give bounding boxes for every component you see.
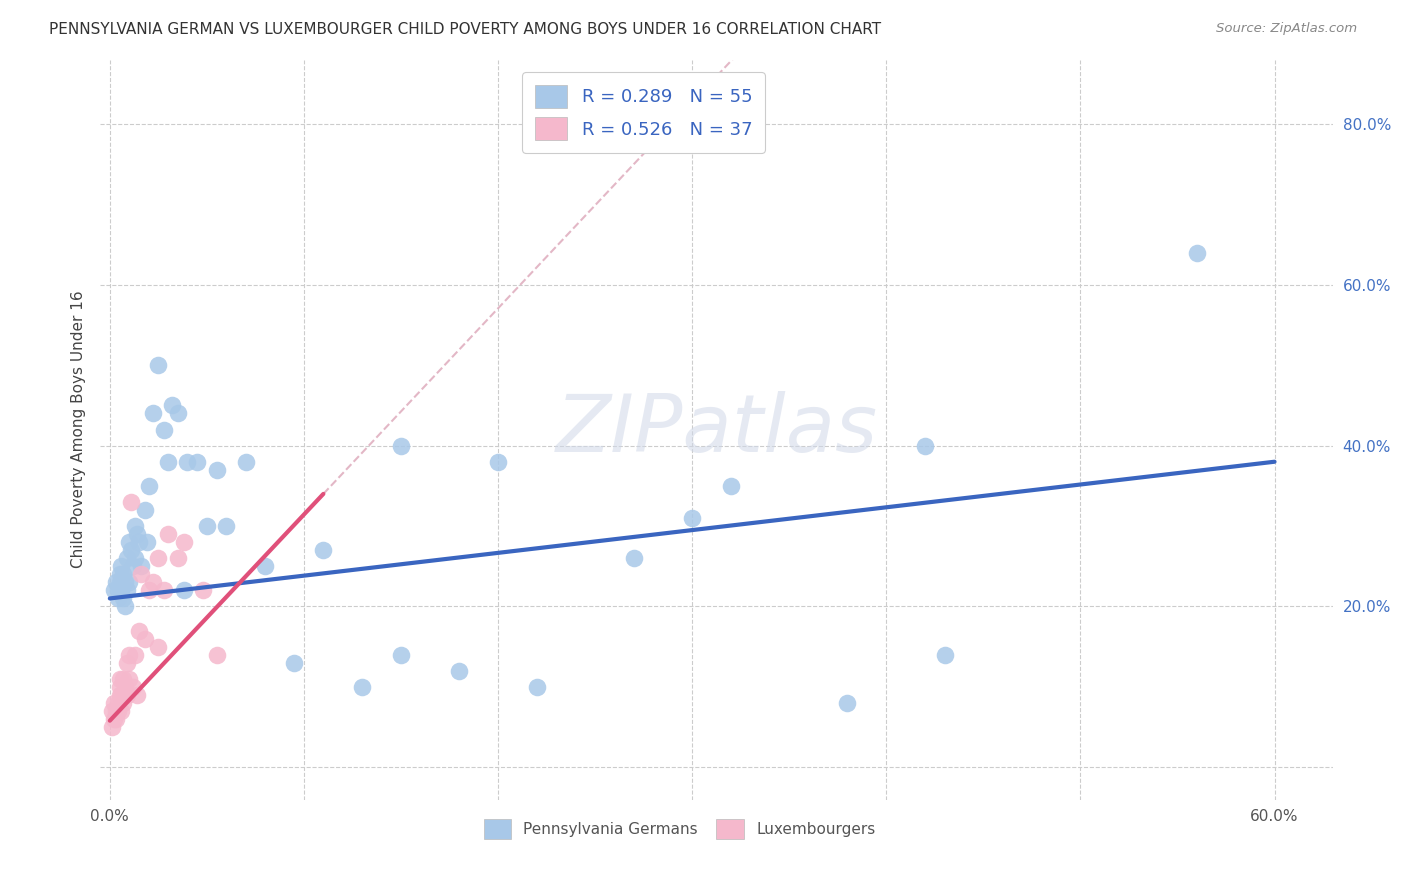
Point — [117, 656, 139, 670]
Point — [135, 535, 157, 549]
Point — [112, 672, 135, 686]
Point — [681, 511, 703, 525]
Point — [114, 599, 136, 614]
Point — [117, 688, 139, 702]
Point — [195, 519, 218, 533]
Point — [176, 455, 198, 469]
Point — [526, 680, 548, 694]
Point — [107, 704, 129, 718]
Point — [166, 551, 188, 566]
Point — [166, 407, 188, 421]
Point — [104, 712, 127, 726]
Point — [117, 583, 139, 598]
Point — [173, 535, 195, 549]
Point — [120, 495, 142, 509]
Point — [157, 527, 180, 541]
Point — [148, 640, 170, 654]
Point — [112, 567, 135, 582]
Text: ZIPatlas: ZIPatlas — [555, 391, 877, 468]
Point — [134, 503, 156, 517]
Point — [114, 575, 136, 590]
Point — [125, 527, 148, 541]
Point — [107, 591, 129, 606]
Point — [103, 583, 125, 598]
Point — [100, 720, 122, 734]
Point — [118, 648, 141, 662]
Point — [191, 583, 214, 598]
Point — [120, 543, 142, 558]
Point — [173, 583, 195, 598]
Point — [837, 696, 859, 710]
Y-axis label: Child Poverty Among Boys Under 16: Child Poverty Among Boys Under 16 — [72, 291, 86, 568]
Point — [389, 648, 412, 662]
Text: PENNSYLVANIA GERMAN VS LUXEMBOURGER CHILD POVERTY AMONG BOYS UNDER 16 CORRELATIO: PENNSYLVANIA GERMAN VS LUXEMBOURGER CHIL… — [49, 22, 882, 37]
Point — [112, 696, 135, 710]
Point — [148, 551, 170, 566]
Point — [157, 455, 180, 469]
Point — [124, 648, 146, 662]
Point — [449, 664, 471, 678]
Point — [138, 583, 160, 598]
Point — [103, 696, 125, 710]
Point — [128, 535, 150, 549]
Point — [103, 712, 125, 726]
Point — [112, 591, 135, 606]
Point — [186, 455, 208, 469]
Point — [160, 399, 183, 413]
Point — [148, 358, 170, 372]
Point — [108, 567, 131, 582]
Text: Source: ZipAtlas.com: Source: ZipAtlas.com — [1216, 22, 1357, 36]
Point — [128, 624, 150, 638]
Point — [124, 519, 146, 533]
Point — [1185, 245, 1208, 260]
Point — [138, 479, 160, 493]
Point — [118, 575, 141, 590]
Point — [254, 559, 277, 574]
Point — [215, 519, 238, 533]
Point — [205, 463, 228, 477]
Point — [108, 680, 131, 694]
Point — [141, 407, 163, 421]
Point — [235, 455, 257, 469]
Point — [108, 672, 131, 686]
Point — [118, 535, 141, 549]
Point — [153, 583, 176, 598]
Point — [104, 704, 127, 718]
Point — [107, 583, 129, 598]
Point — [110, 688, 132, 702]
Point — [129, 567, 152, 582]
Point — [110, 704, 132, 718]
Point — [108, 575, 131, 590]
Point — [122, 559, 145, 574]
Point — [110, 583, 132, 598]
Point — [205, 648, 228, 662]
Legend: Pennsylvania Germans, Luxembourgers: Pennsylvania Germans, Luxembourgers — [478, 814, 882, 845]
Point — [312, 543, 335, 558]
Point — [104, 575, 127, 590]
Point — [122, 680, 145, 694]
Point — [125, 688, 148, 702]
Point — [114, 680, 136, 694]
Point — [108, 688, 131, 702]
Point — [117, 551, 139, 566]
Point — [720, 479, 742, 493]
Point — [141, 575, 163, 590]
Point — [914, 439, 936, 453]
Point — [129, 559, 152, 574]
Point — [283, 656, 305, 670]
Point — [352, 680, 374, 694]
Point — [934, 648, 956, 662]
Point — [100, 704, 122, 718]
Point — [124, 551, 146, 566]
Point — [134, 632, 156, 646]
Point — [107, 696, 129, 710]
Point — [110, 559, 132, 574]
Point — [623, 551, 645, 566]
Point — [389, 439, 412, 453]
Point — [486, 455, 509, 469]
Point — [118, 672, 141, 686]
Point — [153, 423, 176, 437]
